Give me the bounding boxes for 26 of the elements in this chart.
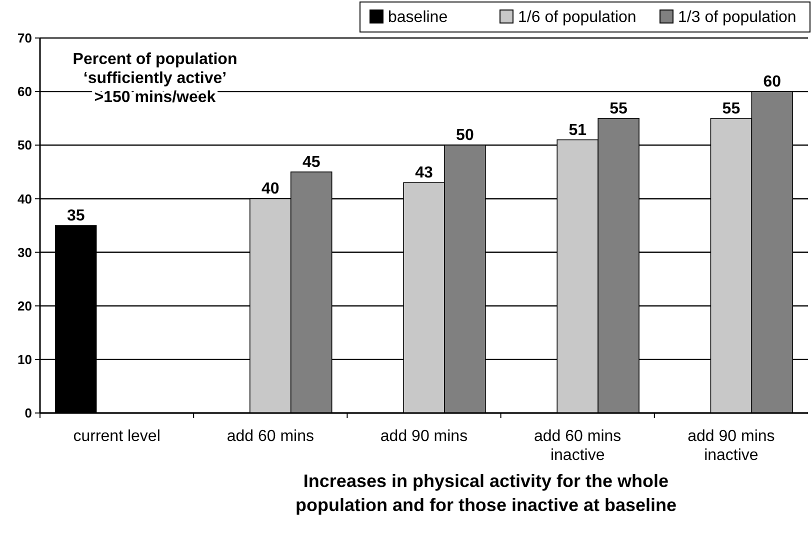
legend-label: 1/3 of population	[678, 9, 796, 26]
y-tick-label: 20	[18, 298, 32, 314]
data-label: 35	[66, 208, 85, 224]
y-tick-label: 50	[18, 138, 32, 153]
data-label: 45	[302, 154, 320, 171]
data-label: 55	[610, 100, 628, 118]
x-axis-title: Increases in physical activity for the whole population and for those inactive at baseline	[295, 471, 677, 515]
x-tick-label: add 60 mins	[226, 428, 314, 445]
x-tick-label: add 90 mins inactive	[688, 428, 775, 464]
y-tick-label: 60	[18, 84, 32, 100]
y-tick-label: 0	[24, 406, 32, 421]
data-label: 60	[763, 74, 782, 91]
x-tick-label: add 90 mins	[380, 428, 468, 445]
data-label: 43	[415, 164, 433, 182]
legend-label: baseline	[388, 9, 448, 26]
y-tick-label: 10	[18, 352, 32, 367]
y-tick-label: 70	[18, 30, 32, 46]
data-label: 55	[722, 100, 740, 118]
data-label: 50	[456, 127, 474, 144]
data-label: 51	[568, 122, 587, 139]
x-tick-label: current level	[73, 428, 160, 445]
x-tick-label: add 60 mins inactive	[534, 428, 622, 464]
y-tick-label: 40	[18, 191, 32, 206]
y-tick-label: 30	[18, 244, 32, 260]
legend-label: 1/6 of population	[518, 9, 636, 26]
data-label: 40	[262, 180, 280, 198]
